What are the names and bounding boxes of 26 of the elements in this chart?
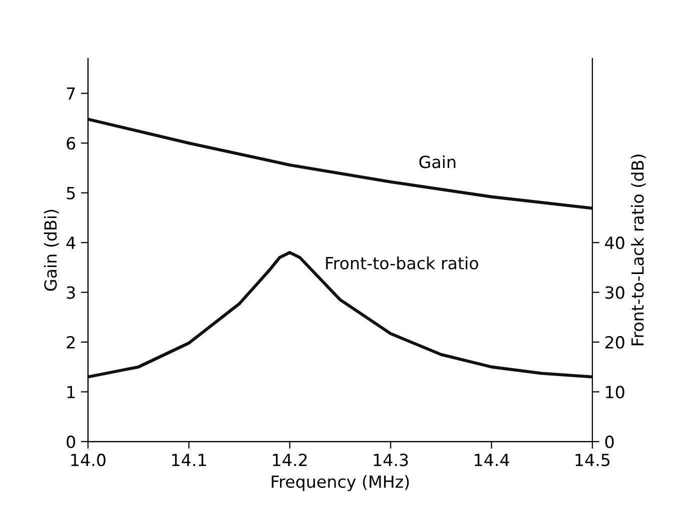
y2-tick-label: 30 <box>605 286 624 299</box>
y2-tick-label: 20 <box>605 336 624 349</box>
y-tick-label: 3 <box>66 286 75 299</box>
y-tick-label: 2 <box>66 336 75 348</box>
y2-tick-label: 10 <box>606 386 624 398</box>
line-series <box>88 250 592 378</box>
x-axis-title: Frequency (MHz) <box>272 475 409 492</box>
y2-axis-title: Front-to-Lack ratio (dB) <box>630 154 646 346</box>
y-tick-label: 6 <box>66 137 76 150</box>
y-tick-label: 0 <box>66 436 76 448</box>
y-axis-title: Gain (dBi) <box>44 210 59 291</box>
x-tick-label: 14.1 <box>172 454 206 466</box>
y-tick-label: 1 <box>67 386 75 398</box>
x-tick-label: 14.4 <box>474 454 510 466</box>
x-tick-label: 14.0 <box>71 454 106 466</box>
y-tick-label: 7 <box>66 88 75 100</box>
y-tick-label: 5 <box>66 187 75 200</box>
y2-tick-label: 0 <box>605 436 614 448</box>
x-tick-label: 14.2 <box>273 454 307 466</box>
x-tick-label: 14.5 <box>576 454 610 466</box>
x-tick-label: 14.3 <box>374 454 408 466</box>
series-label: Front-to-back ratio <box>326 256 478 270</box>
y2-tick-label: 40 <box>604 236 624 250</box>
series-label: Gain <box>419 155 456 168</box>
y-tick-label: 4 <box>66 236 76 249</box>
line-series <box>88 118 592 210</box>
